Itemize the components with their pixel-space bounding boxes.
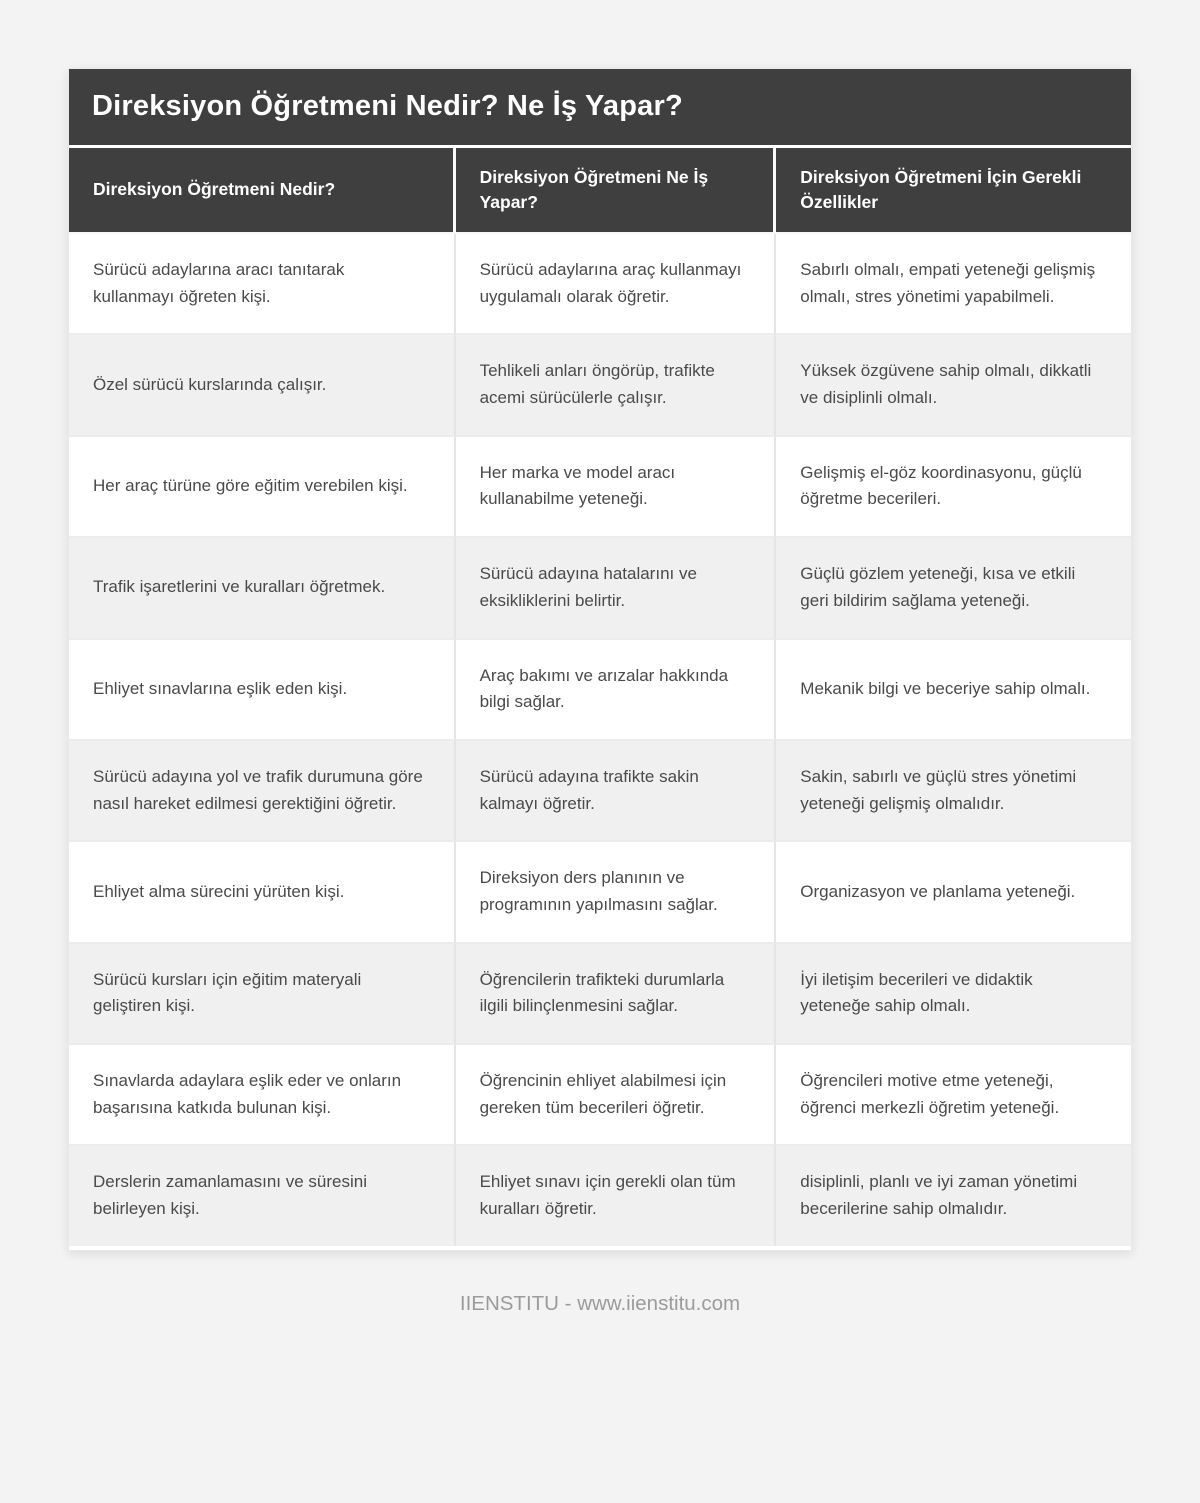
table-cell: Organizasyon ve planlama yeteneği. (776, 842, 1131, 944)
table-row: Sürücü kursları için eğitim materyali ge… (69, 943, 1131, 1045)
table-cell: Mekanik bilgi ve beceriye sahip olmalı. (776, 639, 1131, 741)
page-title: Direksiyon Öğretmeni Nedir? Ne İş Yapar? (69, 69, 1131, 148)
table-cell: Sakin, sabırlı ve güçlü stres yönetimi y… (776, 740, 1131, 843)
table-cell: Sürücü adayına hatalarını ve eksiklikler… (455, 538, 777, 640)
table-cell: Öğrencilerin trafikteki durumlarla ilgil… (455, 943, 777, 1045)
info-table: Direksiyon Öğretmeni Nedir? Direksiyon Ö… (69, 148, 1131, 1246)
table-cell: Derslerin zamanlamasını ve süresini beli… (69, 1146, 456, 1246)
table-cell: Araç bakımı ve arızalar hakkında bilgi s… (455, 639, 777, 741)
table-cell: Sürücü adayına yol ve trafik durumuna gö… (69, 740, 456, 843)
table-cell: Sınavlarda adaylara eşlik eder ve onları… (69, 1045, 456, 1147)
table-row: Trafik işaretlerini ve kuralları öğretme… (69, 538, 1131, 640)
table-cell: İyi iletişim becerileri ve didaktik yete… (776, 943, 1131, 1045)
table-cell: Sabırlı olmalı, empati yeteneği gelişmiş… (776, 234, 1131, 336)
table-row: Ehliyet sınavlarına eşlik eden kişi. Ara… (69, 639, 1131, 741)
table-cell: Sürücü adayına trafikte sakin kalmayı öğ… (455, 740, 777, 843)
table-cell: Yüksek özgüvene sahip olmalı, dikkatli v… (776, 335, 1131, 437)
table-cell: Özel sürücü kurslarında çalışır. (69, 335, 456, 437)
table-row: Sürücü adaylarına aracı tanıtarak kullan… (69, 234, 1131, 336)
content-card: Direksiyon Öğretmeni Nedir? Ne İş Yapar?… (68, 68, 1132, 1251)
card-bottom-padding (69, 1245, 1131, 1250)
table-row: Özel sürücü kurslarında çalışır. Tehlike… (69, 335, 1131, 437)
footer-text: IIENSTITU - www.iienstitu.com (459, 1291, 741, 1315)
table-cell: Sürücü kursları için eğitim materyali ge… (69, 943, 456, 1045)
table-cell: disiplinli, planlı ve iyi zaman yönetimi… (776, 1146, 1131, 1246)
table-cell: Güçlü gözlem yeteneği, kısa ve etkili ge… (776, 538, 1131, 640)
table-cell: Gelişmiş el-göz koordinasyonu, güçlü öğr… (776, 436, 1131, 539)
table-cell: Direksiyon ders planının ve programının … (455, 842, 777, 944)
table-cell: Ehliyet alma sürecini yürüten kişi. (69, 842, 456, 944)
table-cell: Tehlikeli anları öngörüp, trafikte acemi… (455, 335, 777, 437)
table-cell: Öğrencileri motive etme yeteneği, öğrenc… (776, 1045, 1131, 1147)
table-cell: Her araç türüne göre eğitim verebilen ki… (69, 436, 456, 539)
column-header-gerekli-ozellikler: Direksiyon Öğretmeni İçin Gerekli Özelli… (776, 148, 1131, 234)
table-row: Her araç türüne göre eğitim verebilen ki… (69, 436, 1131, 539)
table-row: Sürücü adayına yol ve trafik durumuna gö… (69, 740, 1131, 843)
table-row: Ehliyet alma sürecini yürüten kişi. Dire… (69, 842, 1131, 944)
table-cell: Ehliyet sınavı için gerekli olan tüm kur… (455, 1146, 777, 1246)
table-cell: Her marka ve model aracı kullanabilme ye… (455, 436, 777, 539)
table-cell: Öğrencinin ehliyet alabilmesi için gerek… (455, 1045, 777, 1147)
table-row: Sınavlarda adaylara eşlik eder ve onları… (69, 1045, 1131, 1147)
column-header-ne-is-yapar: Direksiyon Öğretmeni Ne İş Yapar? (455, 148, 777, 234)
table-cell: Trafik işaretlerini ve kuralları öğretme… (69, 538, 456, 640)
table-cell: Ehliyet sınavlarına eşlik eden kişi. (69, 639, 456, 741)
table-cell: Sürücü adaylarına aracı tanıtarak kullan… (69, 234, 456, 336)
table-header-row: Direksiyon Öğretmeni Nedir? Direksiyon Ö… (69, 148, 1131, 234)
column-header-nedir: Direksiyon Öğretmeni Nedir? (69, 148, 456, 234)
table-row: Derslerin zamanlamasını ve süresini beli… (69, 1146, 1131, 1246)
table-cell: Sürücü adaylarına araç kullanmayı uygula… (455, 234, 777, 336)
